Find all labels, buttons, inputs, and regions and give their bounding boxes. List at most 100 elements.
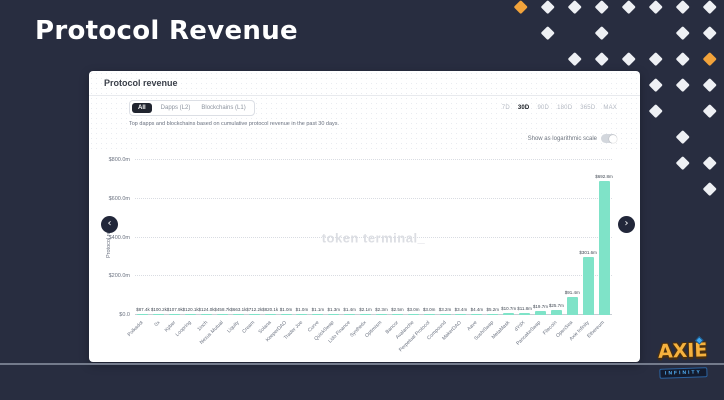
diamond-decoration [703,78,717,92]
gridline [135,159,612,160]
axie-logo-text: AXIE [657,339,708,363]
chart-card: Protocol revenue All Dapps (L2) Blockchain… [89,71,640,362]
diamond-decoration [541,26,555,40]
x-tick-label-aave: Aave [466,319,479,333]
diamond-decoration [703,52,717,66]
diamond-decoration [703,26,717,40]
bar-bancor[interactable] [391,314,403,315]
x-tick-label-liquity: Liquity [226,319,241,335]
range-90d[interactable]: 90D [537,105,550,111]
bar-quickswap[interactable] [328,314,340,315]
chart-description: Top dapps and blockchains based on cumul… [129,121,340,127]
diamond-decoration [622,0,636,14]
filter-group: All Dapps (L2) Blockchains (L1) [129,100,255,116]
x-tick-label-0x: 0x [152,319,161,328]
bar-filecoin[interactable] [550,310,562,315]
bar-loopring[interactable] [185,314,197,315]
diamond-decoration [595,26,609,40]
range-30d[interactable]: 30D [517,105,530,111]
bar-value-label: $107.9k [166,307,183,312]
bar-value-label: $11.8m [517,305,532,311]
range-max[interactable]: MAX [603,105,617,111]
range-7d[interactable]: 7D [501,105,510,111]
diamond-decoration [676,78,690,92]
bar-value-label: $1.4m [343,307,356,312]
filter-dapps-l2[interactable]: Dapps (L2) [160,105,191,111]
bar-value-label: $2.1m [359,307,372,312]
log-scale-toggle[interactable] [601,134,617,143]
bar-value-label: $458.7k [214,307,231,312]
range-180d[interactable]: 180D [557,105,573,111]
bar-value-label: $100.2k [150,307,167,312]
diamond-decoration [649,78,663,92]
bar-0x[interactable] [153,314,165,315]
bar-perpetual-protocol[interactable] [423,314,435,315]
bar-sushiswap[interactable] [487,314,499,315]
bar-cream[interactable] [248,314,260,315]
bar-metamask[interactable] [503,312,515,315]
y-tick-label: $0.0 [119,312,130,318]
diamond-decoration [676,52,690,66]
bar-solana[interactable] [264,314,276,315]
bar-value-label: $663.1k [230,307,247,312]
bar-keeperdao[interactable] [280,314,292,315]
bar-ethereum[interactable] [598,180,610,315]
bar-opensea[interactable] [566,297,578,315]
bar-curve[interactable] [312,314,324,315]
bar-kyber[interactable] [169,314,181,315]
bar-nexus-mutual[interactable] [216,314,228,315]
axie-infinity-logo: AXIE INFINITY [649,336,716,380]
plot-area: token terminal_ $0.0 $200.0m $400.0m $600.0… [109,157,613,353]
diamond-decoration [676,0,690,14]
toggle-knob [608,134,617,143]
bar-value-label: $25.7m [548,303,564,309]
bar-value-label: $1.1m [311,307,325,312]
bar-value-label: $124.0k [198,307,215,312]
x-tick-label-kyber: Kyber [163,319,177,334]
gridline [135,197,612,199]
bar-polkadot[interactable] [137,314,149,315]
gridline [135,275,612,277]
bar-value-label: $3.2m [438,307,452,312]
card-header: Protocol revenue [89,71,640,96]
diamond-decoration [541,0,555,14]
bar-value-label: $3.0m [406,307,420,312]
bar-value-label: $1.0m [295,307,309,312]
bar-optimism[interactable] [375,314,387,315]
bar-aave[interactable] [471,314,483,315]
bar-axie-infinity[interactable] [582,256,594,315]
bar-lido-finance[interactable] [344,314,356,315]
diamond-decoration [568,0,582,14]
prev-chart-button[interactable]: ‹ [101,216,118,233]
bar-pancakeswap[interactable] [534,311,546,315]
y-tick-label: $400.0m [108,234,130,241]
next-chart-button[interactable]: › [618,216,635,233]
bar-liquity[interactable] [232,314,244,315]
y-tick-label: $600.0m [108,195,130,202]
token-terminal-watermark: token terminal_ [321,230,426,246]
bar-compound[interactable] [439,314,451,315]
bar-value-label: $1.0m [279,307,293,312]
diamond-decoration [676,156,690,170]
bar-avalanche[interactable] [407,314,419,315]
gridline [135,314,612,315]
bar-value-label: $10.7m [501,305,517,311]
filter-all[interactable]: All [132,103,152,113]
bar-value-label: $712.2k [246,307,263,312]
card-top: Protocol revenue All Dapps (L2) Blockchain… [89,71,640,151]
diamond-decoration [703,156,717,170]
bar-trader-joe[interactable] [296,314,308,315]
diamond-decoration [649,104,663,118]
x-tick-label-loopring: Loopring [174,319,193,338]
bar-value-label: $301.6m [579,249,597,255]
bar-synthetix[interactable] [360,314,372,315]
diamond-decoration [703,182,717,196]
range-365d[interactable]: 365D [580,105,596,111]
bar-makerdao[interactable] [455,314,467,315]
bar-1inch[interactable] [201,314,213,315]
bar-value-label: $2.3m [375,307,388,312]
diamond-decoration [595,52,609,66]
bar-dydx[interactable] [519,312,531,315]
x-tick-label-dydx: dYdX [513,319,527,333]
filter-blockchains-l1[interactable]: Blockchains (L1) [201,105,246,111]
